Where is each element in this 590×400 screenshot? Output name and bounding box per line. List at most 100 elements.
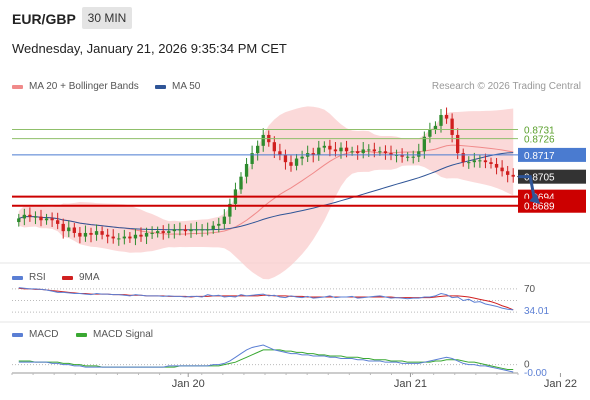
candle-body <box>406 156 410 158</box>
candle-body <box>100 231 104 235</box>
candle-body <box>361 149 365 154</box>
candle-body <box>272 142 276 152</box>
candle-body <box>111 236 115 239</box>
candle-body <box>39 216 43 221</box>
candle-body <box>467 162 471 164</box>
candle-body <box>278 151 282 155</box>
candle-body <box>44 218 49 221</box>
candle-body <box>94 231 99 235</box>
candle-body <box>383 151 388 154</box>
legend-ma50-label: MA 50 <box>172 81 201 92</box>
candle-body <box>144 232 149 237</box>
rsi-line <box>18 287 514 311</box>
candle-body <box>156 231 160 233</box>
rsi-ma-line <box>18 287 514 311</box>
candle-body <box>128 236 132 239</box>
candle-body <box>372 149 376 152</box>
candle-body <box>178 229 182 231</box>
candle-body <box>122 236 126 239</box>
candle-body <box>139 234 143 237</box>
level-label: 0.8694 <box>524 193 555 204</box>
candle-body <box>28 214 32 217</box>
legend-macd-signal-label: MACD Signal <box>93 329 154 340</box>
candle-body <box>489 162 493 164</box>
forecast-arrow <box>518 175 536 199</box>
candle-body <box>456 134 460 154</box>
ma20-swatch <box>12 84 23 89</box>
candle-body <box>83 232 88 237</box>
candle-body <box>261 134 265 146</box>
x-tick-label: Jan 21 <box>394 378 427 390</box>
candle-body <box>506 171 510 175</box>
candle-body <box>317 147 321 155</box>
legend-ma20: MA 20 + Bollinger Bands <box>12 81 139 92</box>
ma50-line <box>18 152 514 231</box>
legend-rsi-label: RSI <box>29 272 46 283</box>
candle-body <box>444 114 449 119</box>
x-tick-label: Jan 20 <box>172 378 205 390</box>
candle-body <box>200 229 204 231</box>
candle-body <box>106 234 110 237</box>
chart-header: EUR/GBP 30 MIN <box>0 0 590 40</box>
macd-last-value: -0.00 <box>524 368 547 379</box>
candle-body <box>344 147 349 152</box>
candle-body <box>328 145 332 150</box>
candle-body <box>228 203 232 217</box>
macd-signal-swatch <box>76 332 87 337</box>
candle-body <box>283 154 288 163</box>
candle-body <box>367 149 371 151</box>
symbol-title: EUR/GBP <box>12 11 76 27</box>
candle-body <box>289 162 293 166</box>
current-price-tag <box>518 169 586 184</box>
candle-body <box>400 154 404 157</box>
legend-rsi-ma: 9MA <box>62 272 100 283</box>
candle-body <box>356 151 360 154</box>
candle-body <box>411 156 415 158</box>
level-label: 0.8726 <box>524 135 555 146</box>
candle-body <box>300 156 304 159</box>
candle-body <box>78 232 82 237</box>
legend-rsi-ma-label: 9MA <box>79 272 100 283</box>
candle-body <box>217 223 221 226</box>
rsi-swatch <box>12 275 23 280</box>
candle-body <box>422 136 426 152</box>
research-credit: Research © 2026 Trading Central <box>431 81 581 92</box>
candle-body <box>294 158 299 166</box>
rsi-level-label: 70 <box>524 284 536 295</box>
candle-body <box>350 151 354 153</box>
legend-ma20-label: MA 20 + Bollinger Bands <box>29 81 139 92</box>
level-label: 0.8717 <box>524 151 555 162</box>
candle-body <box>461 153 465 163</box>
candle-body <box>472 160 476 163</box>
candle-body <box>322 145 326 148</box>
candle-body <box>439 114 443 126</box>
level-tag <box>518 147 586 162</box>
candle-body <box>22 214 26 219</box>
rsi-last-value: 34.01 <box>524 306 549 317</box>
candle-body <box>150 232 154 234</box>
interval-badge[interactable]: 30 MIN <box>82 7 132 29</box>
candle-body <box>450 118 454 135</box>
candle-body <box>17 218 21 223</box>
candle-body <box>250 153 254 164</box>
candle-body <box>428 129 432 137</box>
candle-body <box>172 229 176 232</box>
candle-body <box>222 216 226 224</box>
candle-body <box>483 160 488 163</box>
level-label: 0.8689 <box>524 202 555 213</box>
candle-body <box>256 145 260 154</box>
bollinger-band <box>18 106 514 280</box>
current-price-label: 0.8705 <box>524 173 555 184</box>
level-label: 0.8731 <box>524 125 555 136</box>
candle-body <box>72 227 76 233</box>
candle-body <box>211 225 215 230</box>
candle-body <box>133 234 138 239</box>
candle-body <box>194 229 199 231</box>
candle-body <box>389 153 393 155</box>
candle-body <box>206 229 210 231</box>
ma50-swatch <box>155 84 166 89</box>
candle-body <box>61 223 65 232</box>
legend-macd-label: MACD <box>29 329 59 340</box>
candle-body <box>117 238 121 240</box>
